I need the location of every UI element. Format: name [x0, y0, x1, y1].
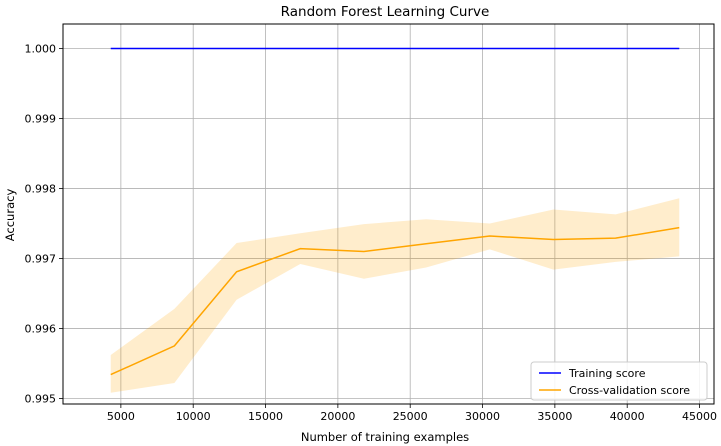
x-tick-label: 40000	[610, 410, 645, 423]
x-axis-label: Number of training examples	[301, 430, 469, 444]
y-tick-label: 0.998	[25, 182, 57, 195]
legend-entry: Training score	[568, 367, 646, 380]
y-tick-label: 0.995	[25, 392, 57, 405]
x-tick-label: 35000	[537, 410, 572, 423]
x-axis-ticks: 5000 10000 15000 20000 25000 30000 35000 40000 4…	[107, 404, 717, 423]
legend: Training score Cross-validation score	[530, 361, 708, 401]
x-tick-label: 20000	[320, 410, 355, 423]
series-line-1	[110, 226, 680, 376]
legend-box	[530, 361, 708, 401]
y-tick-label: 0.996	[25, 322, 57, 335]
legend-entry: Cross-validation score	[569, 384, 690, 397]
y-axis-ticks: 0.995 0.996 0.997 0.998 0.999 1.000	[25, 42, 63, 405]
series-lines	[110, 47, 680, 376]
x-tick-label: 5000	[107, 410, 135, 423]
y-tick-label: 0.999	[25, 112, 57, 125]
plot-frame	[62, 23, 715, 405]
x-tick-label: 10000	[176, 410, 211, 423]
x-tick-label: 30000	[465, 410, 500, 423]
y-tick-label: 1.000	[25, 42, 57, 55]
chart-title: Random Forest Learning Curve	[281, 4, 490, 20]
y-tick-label: 0.997	[25, 252, 57, 265]
confidence-bands	[110, 198, 680, 393]
x-tick-label: 25000	[393, 410, 428, 423]
x-tick-label: 45000	[682, 410, 717, 423]
x-tick-label: 15000	[248, 410, 283, 423]
series-band-1	[110, 198, 680, 393]
y-axis-label: Accuracy	[3, 189, 17, 242]
